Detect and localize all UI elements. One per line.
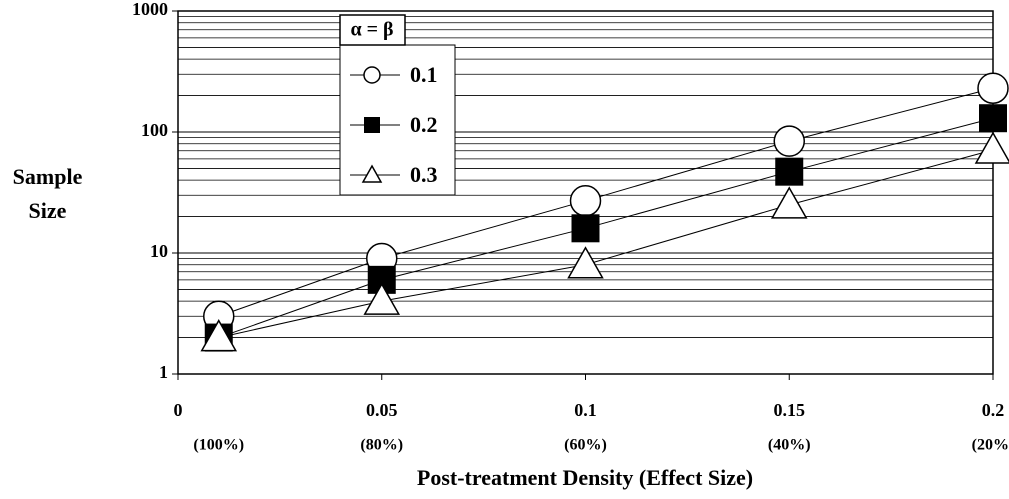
x-sub-label: (40%) bbox=[768, 437, 811, 454]
y-axis-label: Sample Size bbox=[12, 164, 83, 223]
y-tick-label: 10 bbox=[150, 241, 168, 261]
legend-title-box bbox=[339, 14, 406, 46]
marker bbox=[567, 246, 604, 279]
x-sub-label: (20%) bbox=[972, 437, 1009, 454]
x-tick-label: 0.05 bbox=[366, 400, 398, 420]
x-tick-label: 0.15 bbox=[774, 400, 806, 420]
y-tick-label: 1 bbox=[159, 362, 168, 382]
series-line bbox=[218, 149, 994, 339]
x-sub-label: (60%) bbox=[564, 437, 607, 454]
legend-marker bbox=[363, 66, 381, 84]
marker bbox=[200, 319, 238, 352]
marker bbox=[569, 185, 602, 217]
x-sub-label: (100%) bbox=[193, 437, 244, 454]
marker bbox=[571, 214, 600, 243]
legend-label: 0.3 bbox=[410, 162, 438, 187]
marker bbox=[979, 104, 1007, 133]
y-tick-label: 1000 bbox=[132, 0, 168, 19]
legend-label: 0.1 bbox=[410, 62, 438, 87]
legend-marker bbox=[364, 117, 380, 133]
x-axis-label: Post-treatment Density (Effect Size) bbox=[417, 465, 753, 490]
legend-marker bbox=[361, 164, 383, 183]
legend-title: α = β bbox=[350, 19, 393, 41]
series-line bbox=[218, 87, 994, 317]
marker bbox=[977, 72, 1009, 104]
legend-label: 0.2 bbox=[410, 112, 438, 137]
marker bbox=[773, 125, 805, 157]
marker bbox=[775, 157, 804, 186]
x-tick-label: 0.1 bbox=[574, 400, 597, 420]
x-tick-label: 0 bbox=[174, 400, 183, 420]
marker bbox=[770, 186, 808, 219]
legend-box bbox=[339, 44, 456, 196]
marker bbox=[974, 131, 1009, 164]
x-tick-label: 0.2 bbox=[982, 400, 1005, 420]
x-sub-label: (80%) bbox=[360, 437, 403, 454]
y-tick-label: 100 bbox=[141, 120, 168, 140]
marker bbox=[363, 282, 401, 315]
